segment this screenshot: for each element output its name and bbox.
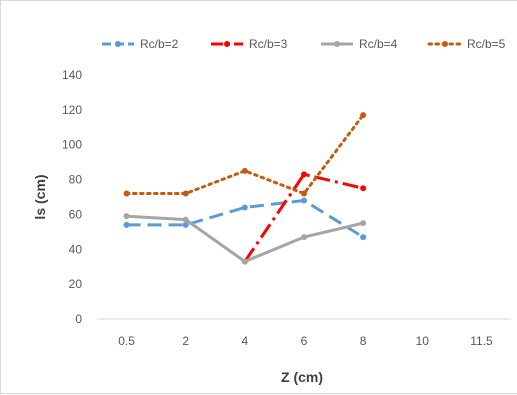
data-point — [301, 197, 307, 204]
legend-label: Rc/b=3 — [249, 37, 288, 51]
legend-marker — [442, 41, 448, 47]
legend-label: Rc/b=5 — [467, 37, 506, 51]
x-tick-label: 8 — [360, 334, 367, 348]
y-axis-title: ls (cm) — [32, 174, 48, 219]
data-point — [301, 234, 307, 241]
data-point — [182, 216, 189, 223]
y-tick-label: 140 — [62, 68, 82, 82]
legend-marker — [115, 41, 121, 47]
data-point — [241, 167, 248, 174]
data-point — [123, 213, 130, 220]
x-tick-label: 10 — [416, 334, 430, 348]
legend-item: Rc/b=3 — [211, 37, 288, 51]
data-point — [360, 112, 367, 119]
x-axis-ticks: 0.5 2 4 6 8 10 11.5 — [118, 334, 493, 348]
series-1 — [123, 197, 367, 241]
x-tick-label: 0.5 — [118, 334, 135, 348]
series-layer — [123, 112, 367, 265]
legend-marker — [334, 41, 340, 47]
series-line — [243, 172, 364, 263]
data-point — [182, 190, 189, 197]
data-point — [360, 185, 367, 192]
data-point — [360, 234, 367, 241]
legend-marker — [224, 41, 230, 47]
data-point — [301, 190, 307, 197]
data-point — [241, 258, 248, 265]
y-tick-label: 60 — [69, 207, 83, 221]
y-tick-label: 20 — [69, 277, 83, 291]
series-line — [126, 214, 364, 263]
legend-item: Rc/b=5 — [427, 37, 506, 51]
y-tick-label: 120 — [62, 103, 82, 117]
series-3 — [123, 213, 367, 265]
x-axis-title: Z (cm) — [281, 369, 323, 385]
series-4 — [123, 112, 367, 197]
y-tick-label: 100 — [62, 138, 82, 152]
y-tick-label: 0 — [75, 312, 82, 326]
data-point — [360, 220, 367, 227]
series-line — [125, 113, 365, 196]
legend-item: Rc/b=2 — [102, 37, 179, 51]
x-tick-label: 11.5 — [470, 334, 493, 348]
data-point — [123, 190, 130, 197]
series-2 — [241, 171, 367, 265]
y-tick-label: 40 — [69, 242, 83, 256]
data-point — [301, 171, 307, 178]
data-point — [182, 221, 189, 228]
legend: Rc/b=2 Rc/b=3 Rc/b=4 Rc/b=5 — [102, 37, 506, 51]
y-axis-ticks: 0 20 40 60 80 100 120 140 — [62, 68, 82, 326]
x-tick-label: 2 — [182, 334, 189, 348]
data-point — [241, 204, 248, 211]
legend-label: Rc/b=4 — [359, 37, 398, 51]
x-tick-label: 6 — [301, 334, 308, 348]
legend-item: Rc/b=4 — [321, 37, 398, 51]
data-point — [123, 221, 130, 228]
x-tick-label: 4 — [242, 334, 249, 348]
legend-label: Rc/b=2 — [140, 37, 179, 51]
y-tick-label: 80 — [69, 173, 83, 187]
